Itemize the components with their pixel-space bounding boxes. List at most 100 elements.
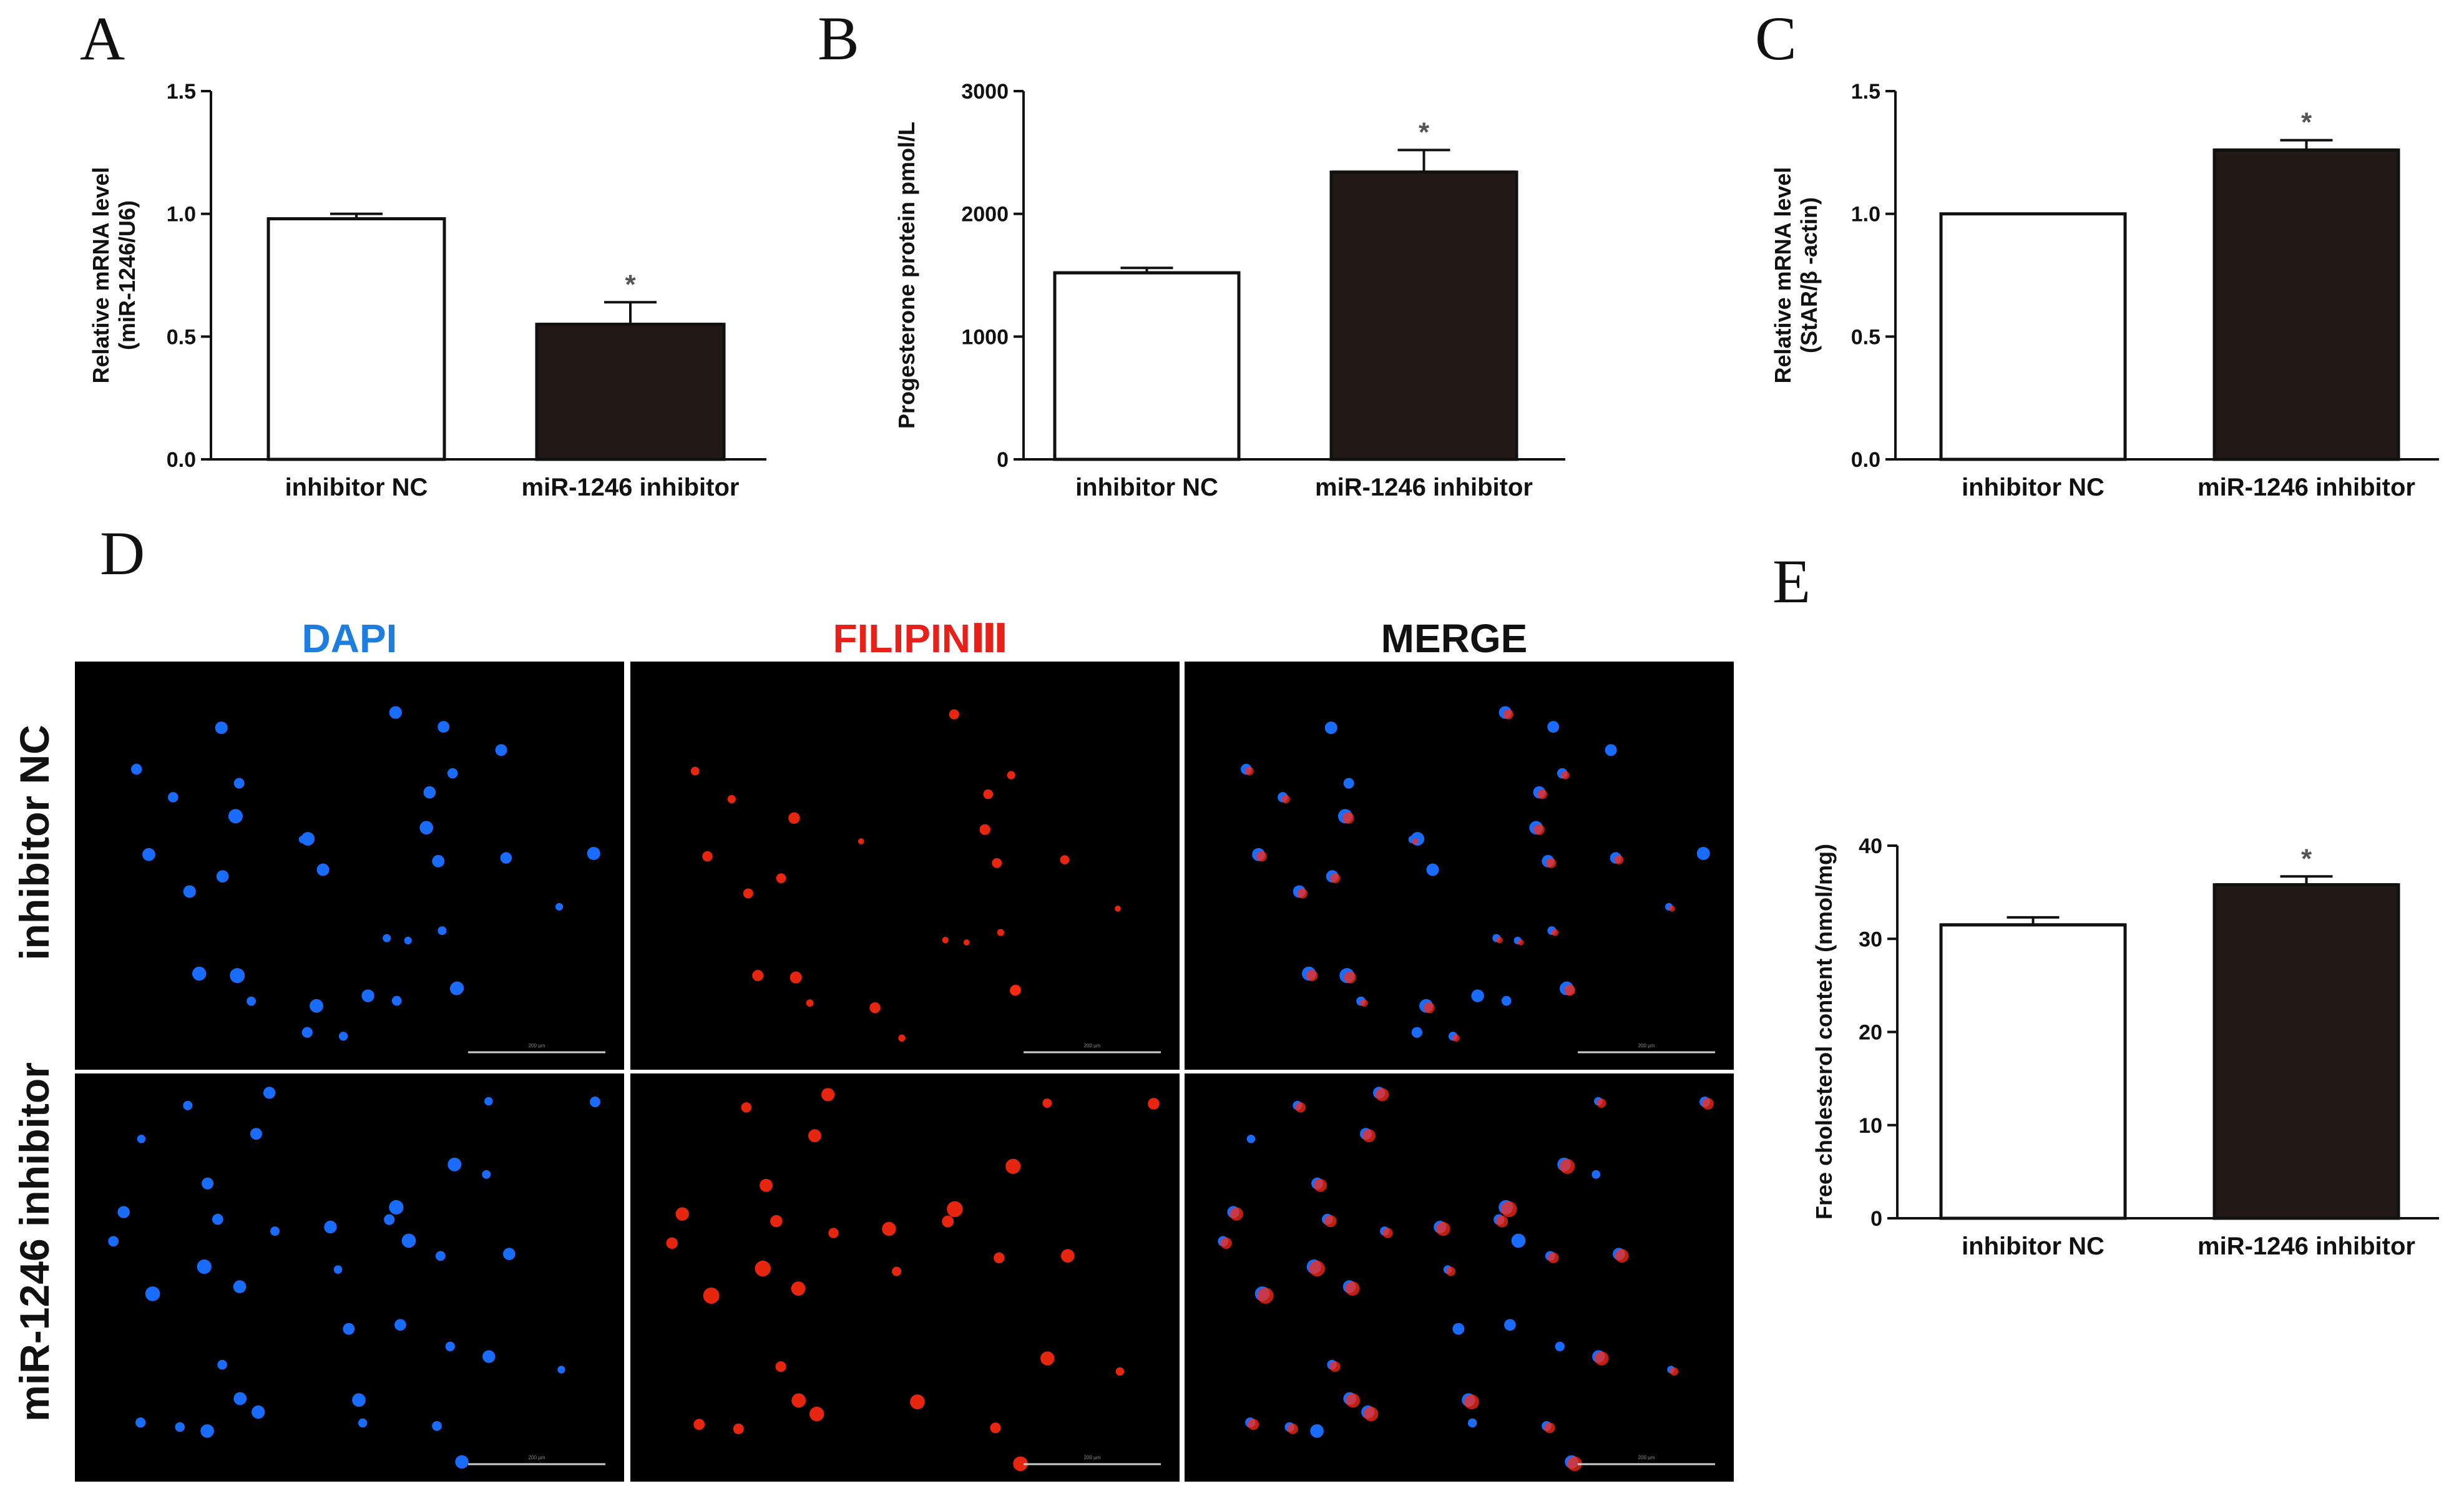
nucleus-dot: [587, 846, 600, 860]
filipin-stain-dot: [1244, 766, 1254, 776]
filipin-stain-dot: [1256, 851, 1267, 862]
filipin-stain-dot: [791, 1393, 806, 1408]
nucleus-dot: [228, 809, 243, 824]
filipin-stain-dot: [1040, 1351, 1055, 1366]
micrograph-background: [1185, 1073, 1734, 1482]
filipin-stain-dot: [1005, 1158, 1021, 1174]
micrograph-filipin-row-1: 200 μm: [630, 662, 1180, 1070]
nucleus-dot: [197, 1259, 212, 1274]
nucleus-dot: [233, 1280, 247, 1294]
nucleus-dot: [503, 1248, 516, 1261]
filipin-stain-dot: [1042, 1098, 1052, 1108]
y-tick-label-c: 1.0: [1851, 203, 1880, 227]
filipin-stain-dot: [1452, 1034, 1460, 1042]
nucleus-dot: [389, 706, 402, 719]
nucleus-dot: [435, 1251, 446, 1261]
micrograph-background: [75, 1073, 624, 1482]
y-tick-label-e: 10: [1859, 1114, 1882, 1138]
filipin-stain-dot: [770, 1215, 783, 1228]
filipin-stain-dot: [702, 851, 713, 862]
nucleus-dot: [1555, 1341, 1565, 1352]
panel-letter-a: A: [80, 4, 125, 73]
bar-e-1: [2212, 883, 2400, 1220]
nucleus-dot: [391, 995, 402, 1006]
category-label-e: miR-1246 inhibitor: [2198, 1233, 2415, 1260]
category-label-c: inhibitor NC: [1962, 474, 2105, 501]
significance-star-c: *: [2301, 107, 2312, 138]
nucleus-dot: [324, 1220, 337, 1234]
filipin-stain-dot: [760, 1178, 773, 1192]
filipin-stain-dot: [806, 999, 814, 1007]
filipin-stain-dot: [1060, 855, 1070, 864]
micrograph-dapi-row-2: 200 μm: [75, 1073, 624, 1482]
nucleus-dot: [233, 1392, 247, 1406]
nucleus-dot: [316, 863, 330, 876]
filipin-stain-dot: [1362, 1129, 1376, 1143]
nucleus-dot: [252, 1405, 265, 1419]
scale-bar-label: 200 μm: [529, 1455, 545, 1460]
scale-bar-label: 200 μm: [1638, 1043, 1655, 1049]
filipin-stain-dot: [1257, 1287, 1274, 1304]
filipin-stain-dot: [892, 1266, 902, 1276]
filipin-stain-dot: [788, 812, 800, 824]
y-axis-title-c: Relative mRNA level: [1770, 167, 1796, 384]
nucleus-dot: [358, 1418, 368, 1428]
filipin-stain-dot: [1546, 858, 1557, 868]
filipin-stain-dot: [1517, 939, 1524, 946]
nucleus-dot: [401, 1233, 416, 1248]
nucleus-dot: [233, 778, 245, 789]
filipin-stain-dot: [1615, 1249, 1629, 1263]
nucleus-dot: [117, 1206, 130, 1218]
chart-a: 0.0 0.5 1.0 1.5 inhibitor NC * miR-1246 inhibi…: [88, 80, 766, 501]
filipin-stain-dot: [828, 1228, 839, 1238]
filipin-stain-dot: [1567, 1456, 1582, 1472]
nucleus-dot: [1605, 744, 1617, 756]
nucleus-dot: [484, 1097, 493, 1106]
y-tick-label-c: 0.0: [1851, 448, 1880, 472]
filipin-stain-dot: [821, 1088, 835, 1102]
filipin-stain-dot: [1614, 855, 1624, 864]
nucleus-dot: [1310, 1424, 1324, 1438]
filipin-stain-dot: [942, 936, 949, 944]
filipin-stain-dot: [1281, 794, 1290, 804]
nucleus-dot: [495, 744, 507, 756]
nucleus-dot: [230, 968, 245, 984]
nucleus-dot: [298, 835, 306, 844]
filipin-stain-dot: [1297, 888, 1308, 899]
nucleus-dot: [200, 1424, 214, 1438]
nucleus-dot: [202, 1177, 214, 1190]
significance-star-b: *: [1419, 117, 1430, 147]
scale-bar-label: 200 μm: [1084, 1043, 1101, 1049]
filipin-stain-dot: [949, 709, 959, 720]
y-tick-label-e: 20: [1859, 1021, 1882, 1045]
micrograph-merge-row-2: 200 μm: [1185, 1073, 1734, 1482]
micrograph-merge-row-1: 200 μm: [1185, 662, 1734, 1070]
nucleus-dot: [423, 786, 436, 799]
filipin-stain-dot: [1330, 873, 1341, 884]
nucleus-dot: [455, 1455, 469, 1469]
nucleus-dot: [432, 1420, 442, 1431]
filipin-stain-dot: [1503, 709, 1513, 720]
micrograph-background: [75, 662, 624, 1070]
y-tick-label-a: 0.5: [167, 325, 196, 349]
scale-bar-label: 200 μm: [1638, 1455, 1655, 1460]
filipin-stain-dot: [1464, 1394, 1479, 1410]
column-title-dapi: DAPI: [302, 616, 398, 661]
filipin-stain-dot: [1669, 906, 1675, 912]
nucleus-dot: [216, 870, 229, 883]
column-title-merge: MERGE: [1381, 616, 1528, 661]
filipin-stain-dot: [1501, 1201, 1517, 1218]
nucleus-dot: [383, 934, 391, 942]
y-tick-label-a: 1.0: [167, 203, 196, 227]
nucleus-dot: [445, 1341, 455, 1352]
nucleus-dot: [183, 885, 196, 898]
nucleus-dot: [250, 1128, 263, 1140]
nucleus-dot: [192, 966, 207, 981]
filipin-stain-dot: [1010, 984, 1021, 995]
filipin-stain-dot: [1702, 1098, 1714, 1110]
nucleus-dot: [338, 1032, 348, 1041]
category-label-a: inhibitor NC: [285, 474, 428, 501]
y-axis-title-b: Progesterone protein pmol/L: [894, 122, 919, 429]
micrograph-background: [1185, 662, 1734, 1070]
nucleus-dot: [247, 996, 257, 1006]
